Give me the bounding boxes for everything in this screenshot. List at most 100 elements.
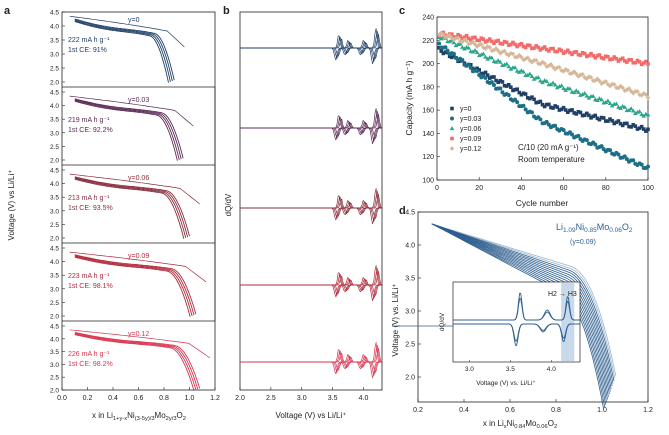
data-point xyxy=(566,48,570,53)
panel-a-ylabel: Voltage (V) vs Li/Li⁺ xyxy=(7,170,16,241)
data-point xyxy=(599,97,604,102)
data-point xyxy=(561,68,566,74)
data-point xyxy=(631,90,636,96)
data-point xyxy=(519,41,524,46)
data-point xyxy=(449,126,455,131)
data-point xyxy=(561,51,566,55)
y-tick-label: 3.5 xyxy=(50,349,59,356)
data-point xyxy=(553,49,557,54)
dqdv-charge xyxy=(240,30,382,49)
voltage-curve xyxy=(431,223,613,387)
discharge-curve xyxy=(74,18,175,81)
y-tick-label: 2.0 xyxy=(50,236,59,243)
dqdv-charge xyxy=(240,28,382,49)
dqdv-discharge xyxy=(240,127,382,145)
legend-label: y=0 xyxy=(128,17,140,24)
data-point xyxy=(496,38,500,43)
data-point xyxy=(521,103,526,108)
data-point xyxy=(468,62,473,67)
data-point xyxy=(578,53,583,57)
x-tick-label: 0.4 xyxy=(108,395,118,402)
data-point xyxy=(525,72,531,77)
data-point xyxy=(502,48,507,54)
data-point xyxy=(567,71,573,77)
capacity-label: 213 mA h g⁻¹ xyxy=(68,195,110,202)
data-point xyxy=(609,103,615,108)
data-point xyxy=(614,56,619,61)
data-point xyxy=(599,144,604,149)
data-point xyxy=(500,80,505,84)
data-point xyxy=(582,75,587,80)
data-point xyxy=(626,86,632,91)
data-point xyxy=(506,82,511,87)
panel-b-ylabel: dQ/dV xyxy=(224,193,233,216)
data-point xyxy=(508,66,514,71)
data-point xyxy=(571,69,577,75)
data-point xyxy=(452,54,456,58)
data-point xyxy=(610,57,614,61)
voltage-curve xyxy=(431,223,612,389)
data-point xyxy=(646,164,650,169)
discharge-curve xyxy=(74,332,199,390)
data-point xyxy=(645,112,651,117)
data-point xyxy=(445,48,450,53)
data-point xyxy=(455,35,461,41)
discharge-curve xyxy=(74,178,185,239)
data-point xyxy=(521,91,526,96)
data-point xyxy=(450,106,454,111)
voltage-curve xyxy=(431,223,611,392)
legend-label: y=0.03 xyxy=(128,97,149,104)
data-point xyxy=(495,58,501,63)
x-tick-label: 1.2 xyxy=(210,395,220,402)
dqdv-y-0.03 xyxy=(240,108,383,145)
data-point xyxy=(612,82,617,87)
discharge-curve xyxy=(74,254,197,315)
data-point xyxy=(523,107,528,112)
data-point xyxy=(540,46,545,51)
x-tick-label: 3.5 xyxy=(328,395,338,402)
data-point xyxy=(515,44,519,49)
data-point xyxy=(559,83,564,88)
y-tick-label: 160 xyxy=(422,108,434,115)
data-point xyxy=(580,71,585,77)
data-point xyxy=(607,101,613,106)
data-point xyxy=(512,65,518,70)
data-point xyxy=(608,117,612,121)
panel-c-xlabel: Cycle number xyxy=(516,198,569,208)
x-tick-label: 0.4 xyxy=(459,407,469,414)
ce-label: 1st CE: 92.2% xyxy=(68,127,113,134)
data-point xyxy=(557,47,562,52)
y-tick-label: 3.5 xyxy=(50,195,59,202)
data-point xyxy=(633,124,638,128)
dqdv-discharge xyxy=(240,127,382,140)
data-point xyxy=(635,58,640,63)
data-point xyxy=(489,55,495,60)
dqdv-y-0 xyxy=(240,28,383,65)
y-tick-label: 3.5 xyxy=(405,276,415,283)
y-tick-label: 3.0 xyxy=(50,208,59,215)
data-point xyxy=(567,86,573,91)
data-point xyxy=(637,60,642,64)
data-point xyxy=(576,133,581,138)
data-point xyxy=(551,106,555,110)
data-point xyxy=(466,36,471,41)
y-tick-label: 4.5 xyxy=(50,168,59,175)
data-point xyxy=(622,121,627,126)
data-point xyxy=(481,71,486,76)
inset-xlabel: Voltage (V) vs. Li/Li⁺ xyxy=(476,380,536,387)
data-point xyxy=(495,48,501,54)
inset-x-tick-label: 4.0 xyxy=(547,366,556,373)
data-point xyxy=(570,52,574,57)
discharge-curve xyxy=(74,98,184,159)
data-point xyxy=(472,47,478,52)
data-point xyxy=(532,97,536,102)
data-point xyxy=(595,54,600,58)
data-point xyxy=(451,51,456,56)
ce-label: 1st CE: 98.2% xyxy=(68,361,113,368)
data-point xyxy=(498,78,503,83)
data-point xyxy=(481,37,486,42)
data-point xyxy=(584,93,590,98)
data-point xyxy=(544,78,550,83)
data-point xyxy=(637,92,642,98)
x-tick-label: 0.6 xyxy=(134,395,144,402)
